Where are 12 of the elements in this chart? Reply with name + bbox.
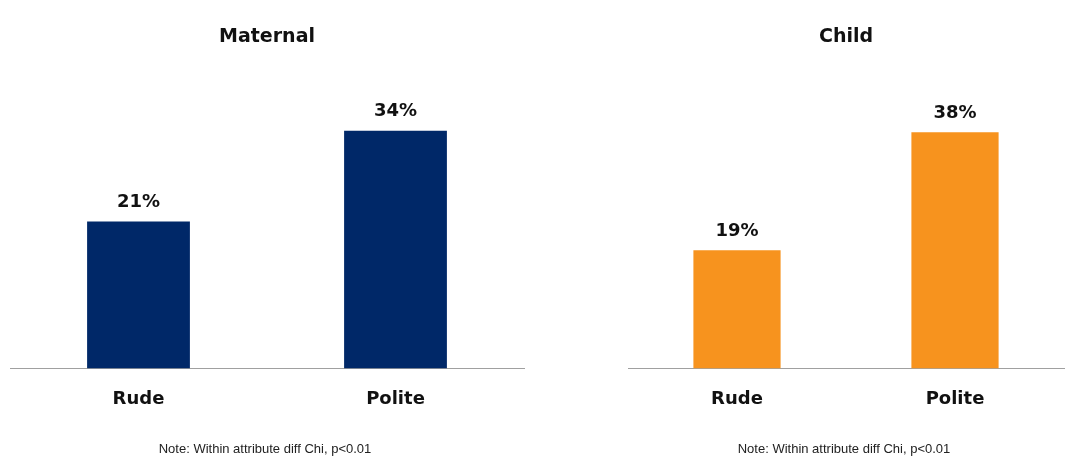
chart-title: Child (818, 24, 874, 47)
text: Note: Within attribute diff Chi, p<0.01 (736, 441, 952, 456)
text: Note: Within attribute diff Chi, p<0.01 (157, 441, 373, 456)
x-tick-label: Rude (112, 386, 165, 408)
x-tick-label: Polite (366, 386, 425, 408)
x-tick-label: Polite (925, 386, 985, 408)
data-label: 38% (933, 100, 977, 122)
chart-title: Maternal (219, 24, 315, 47)
x-tick-label: Rude (711, 386, 763, 408)
data-label: 19% (715, 219, 759, 241)
data-label: 21% (116, 190, 161, 212)
data-label: 34% (373, 99, 418, 121)
